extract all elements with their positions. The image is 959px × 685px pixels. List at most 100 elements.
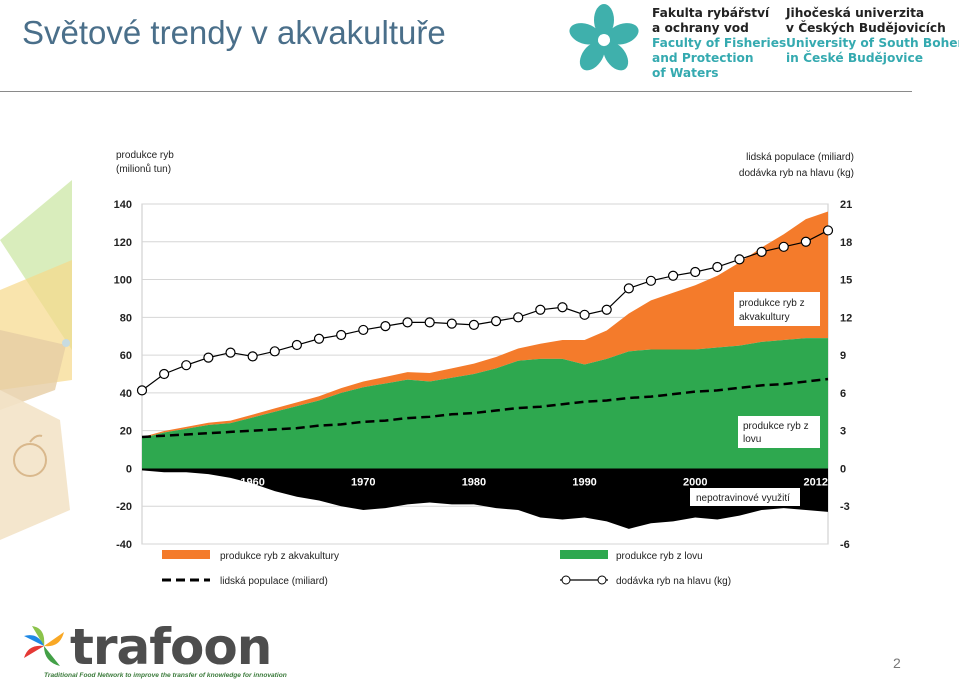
per-capita-point (358, 324, 369, 336)
right-axis-label: dodávka ryb na hlavu (kg) (739, 168, 854, 179)
left-tick-label: -40 (116, 539, 132, 551)
legend-label-capture: produkce ryb z lovu (616, 551, 703, 562)
left-tick-label: 0 (126, 463, 132, 475)
left-tick-label: 100 (114, 275, 132, 287)
faculty-en-line1: Faculty of Fisheries (652, 36, 787, 50)
per-capita-point (402, 317, 413, 328)
per-capita-point (468, 319, 480, 330)
per-capita-point (203, 352, 214, 363)
capture-area (142, 338, 828, 469)
per-capita-point (380, 321, 391, 332)
per-capita-point (734, 254, 745, 265)
right-tick-label: 15 (840, 275, 852, 287)
page-number: 2 (893, 655, 901, 671)
fish-production-chart: -40 -20 0 20 40 60 80 100 120 140 -6 -3 0 3 6 9 12 15 18 21… (114, 150, 854, 587)
left-tick-label: 140 (114, 199, 132, 211)
university-cz-line2: v Českých Budějovicích (786, 21, 946, 35)
right-tick-label: 9 (840, 350, 846, 362)
per-capita-point (778, 241, 789, 252)
x-tick-label: 2000 (683, 476, 707, 488)
right-tick-label: 21 (840, 199, 852, 211)
trafoon-leaf-logo (24, 626, 64, 666)
faculty-name: Fakulta rybářství a ochrany vod Faculty … (652, 6, 787, 81)
per-capita-point (269, 346, 280, 357)
per-capita-point (181, 360, 192, 371)
per-capita-point (690, 266, 701, 278)
per-capita-point (291, 339, 303, 351)
per-capita-point (800, 236, 811, 247)
per-capita-point (446, 318, 457, 329)
per-capita-point (336, 329, 347, 341)
faculty-en-line3: of Waters (652, 66, 719, 80)
trafoon-tagline: Traditional Food Network to improve the … (44, 672, 287, 679)
university-name: Jihočeská univerzita v Českých Budějovic… (786, 6, 959, 66)
nonfood-annotation-box (690, 488, 800, 506)
university-en-line1: University of South Bohemia (786, 36, 959, 50)
per-capita-point (756, 246, 767, 257)
faculty-cz-line1: Fakulta rybářství (652, 6, 770, 20)
per-capita-point (490, 316, 502, 327)
right-tick-label: 3 (840, 426, 846, 438)
left-tick-label: 20 (120, 426, 132, 438)
right-tick-label: 12 (840, 312, 852, 324)
per-capita-point (601, 304, 612, 315)
per-capita-point (712, 261, 723, 273)
trafoon-brand: trafoon (70, 618, 272, 676)
nonfood-annotation: nepotravinové využití (696, 493, 790, 504)
x-tick-label: 1980 (462, 476, 486, 488)
x-tick-label: 1990 (572, 476, 596, 488)
per-capita-point (247, 351, 258, 362)
title-divider (0, 91, 912, 92)
right-tick-label: 18 (840, 237, 852, 249)
right-tick-label: -6 (840, 539, 850, 551)
university-en-line2: in České Budějovice (786, 51, 923, 65)
right-tick-label: 6 (840, 388, 846, 400)
per-capita-point (645, 275, 657, 286)
aquaculture-annotation: akvakultury (739, 312, 790, 323)
faculty-flower-logo (569, 4, 639, 71)
per-capita-point (513, 312, 524, 323)
population-line (141, 377, 829, 439)
x-tick-label: 1960 (240, 476, 264, 488)
aquaculture-annotation-box (734, 292, 820, 326)
left-tick-label: -20 (116, 501, 132, 513)
per-capita-point (667, 270, 679, 281)
right-axis-label: lidská populace (miliard) (746, 152, 854, 163)
left-tick-label: 40 (120, 388, 132, 400)
left-axis-label: (milionů tun) (116, 163, 171, 175)
x-tick-label: 1950 (142, 476, 166, 488)
left-tick-label: 120 (114, 237, 132, 249)
per-capita-point (225, 347, 236, 358)
per-capita-point (535, 304, 546, 315)
right-tick-label: -3 (840, 501, 850, 513)
per-capita-point (159, 368, 170, 380)
university-cz-line1: Jihočeská univerzita (786, 6, 925, 20)
legend-marker-per-capita (561, 575, 571, 585)
left-tick-label: 60 (120, 350, 132, 362)
capture-annotation: produkce ryb z (743, 421, 809, 432)
left-axis-label: produkce ryb (116, 150, 174, 161)
capture-annotation: lovu (743, 434, 761, 445)
per-capita-point (579, 309, 590, 320)
per-capita-point (136, 385, 148, 396)
left-tick-label: 80 (120, 312, 132, 324)
per-capita-point (424, 317, 435, 328)
per-capita-point (557, 302, 568, 313)
per-capita-point (313, 333, 325, 344)
per-capita-point (822, 225, 834, 236)
right-tick-label: 0 (840, 463, 846, 475)
legend-label-aquaculture: produkce ryb z akvakultury (220, 551, 339, 562)
legend-swatch-aquaculture (162, 550, 210, 559)
aquaculture-area (142, 211, 828, 439)
legend-marker-per-capita (597, 575, 607, 585)
legend-label-population: lidská populace (miliard) (220, 576, 328, 587)
faculty-en-line2: and Protection (652, 51, 754, 65)
slide-title: Světové trendy v akvakultuře (22, 14, 446, 51)
x-tick-label: 2012 (804, 476, 828, 488)
faculty-cz-line2: a ochrany vod (652, 21, 749, 35)
legend-label-per-capita: dodávka ryb na hlavu (kg) (616, 576, 731, 587)
capture-annotation-box (738, 416, 820, 448)
decorative-pinwheel-graphic (0, 180, 72, 540)
aquaculture-annotation: produkce ryb z (739, 298, 805, 309)
x-tick-label: 1970 (351, 476, 375, 488)
